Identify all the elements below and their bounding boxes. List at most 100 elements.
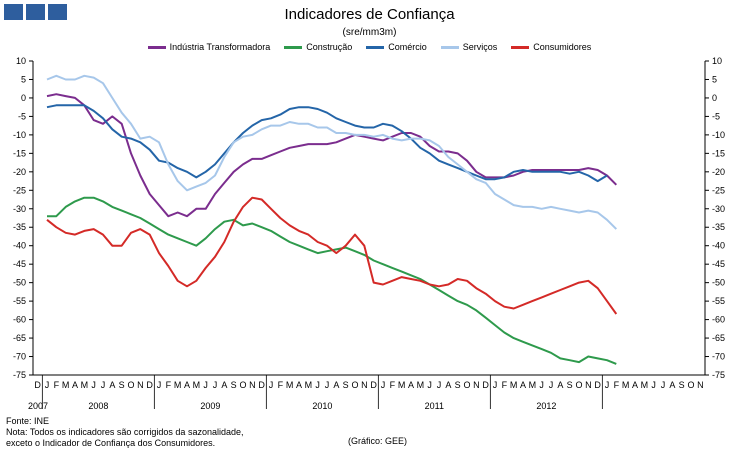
y-tick-label: -35 (13, 222, 26, 232)
year-label: 2010 (312, 401, 332, 411)
y-tick-label: -35 (712, 222, 725, 232)
y-tick-label: -5 (18, 111, 26, 121)
x-tick-label: A (520, 380, 526, 390)
x-tick-label: M (286, 380, 294, 390)
x-tick-label: N (249, 380, 256, 390)
x-tick-label: J (539, 380, 544, 390)
x-tick-label: S (567, 380, 573, 390)
y-tick-label: -60 (13, 315, 26, 325)
x-tick-label: M (622, 380, 630, 390)
x-tick-label: M (510, 380, 518, 390)
x-tick-label: J (437, 380, 442, 390)
y-tick-label: -20 (13, 167, 26, 177)
x-tick-label: J (91, 380, 96, 390)
x-tick-label: O (351, 380, 358, 390)
x-tick-label: J (325, 380, 330, 390)
x-tick-label: M (62, 380, 70, 390)
legend-label: Consumidores (533, 42, 592, 52)
x-tick-label: A (632, 380, 638, 390)
x-tick-label: D (146, 380, 153, 390)
x-tick-label: J (157, 380, 162, 390)
y-tick-label: -60 (712, 315, 725, 325)
y-tick-label: -20 (712, 167, 725, 177)
x-tick-label: D (258, 380, 265, 390)
legend-label: Construção (306, 42, 353, 52)
y-tick-label: -10 (13, 130, 26, 140)
year-label: 2007 (28, 401, 48, 411)
y-tick-label: -10 (712, 130, 725, 140)
x-tick-label: M (305, 380, 313, 390)
x-tick-label: M (529, 380, 537, 390)
y-tick-label: -65 (712, 333, 725, 343)
legend-item: Indústria Transformadora (147, 42, 271, 52)
y-tick-label: -75 (712, 370, 725, 380)
x-tick-label: A (109, 380, 115, 390)
legend-label: Serviços (462, 42, 498, 52)
chart-credit: (Gráfico: GEE) (348, 436, 408, 446)
x-tick-label: O (239, 380, 246, 390)
x-tick-label: A (72, 380, 78, 390)
x-tick-label: F (502, 380, 508, 390)
y-tick-label: -30 (712, 204, 725, 214)
x-tick-label: N (137, 380, 144, 390)
x-tick-label: A (557, 380, 563, 390)
y-tick-label: -15 (13, 148, 26, 158)
y-tick-label: 0 (712, 93, 717, 103)
x-tick-label: O (127, 380, 134, 390)
x-tick-label: A (333, 380, 339, 390)
x-tick-label: F (166, 380, 172, 390)
year-label: 2011 (425, 401, 444, 411)
x-tick-label: N (473, 380, 480, 390)
x-tick-label: M (193, 380, 201, 390)
y-tick-label: -5 (712, 111, 720, 121)
y-tick-label: 10 (712, 56, 722, 66)
x-tick-label: S (119, 380, 125, 390)
y-tick-label: -40 (13, 241, 26, 251)
x-tick-label: A (408, 380, 414, 390)
x-tick-label: A (221, 380, 227, 390)
y-tick-label: -40 (712, 241, 725, 251)
x-tick-label: F (54, 380, 60, 390)
footer-note-line1: Nota: Todos os indicadores são corrigido… (6, 427, 244, 437)
chart-title: Indicadores de Confiança (284, 6, 455, 23)
x-tick-label: M (398, 380, 406, 390)
logo (4, 4, 67, 20)
logo-block (4, 4, 23, 20)
series-line (46, 93, 618, 218)
x-tick-label: N (585, 380, 592, 390)
y-tick-label: -55 (13, 296, 26, 306)
x-tick-label: J (315, 380, 320, 390)
y-tick-label: -25 (13, 185, 26, 195)
x-tick-label: S (455, 380, 461, 390)
legend-swatch (284, 45, 303, 49)
legend-label: Indústria Transformadora (169, 42, 271, 52)
x-tick-label: J (269, 380, 274, 390)
x-tick-label: N (697, 380, 704, 390)
x-tick-label: A (184, 380, 190, 390)
y-tick-label: -50 (712, 278, 725, 288)
y-tick-label: 5 (712, 74, 717, 84)
x-tick-label: J (101, 380, 106, 390)
x-tick-label: J (493, 380, 498, 390)
x-tick-label: A (296, 380, 302, 390)
logo-block (26, 4, 45, 20)
x-tick-label: M (417, 380, 425, 390)
y-tick-label: -75 (13, 370, 26, 380)
x-tick-label: J (381, 380, 386, 390)
x-tick-label: A (445, 380, 451, 390)
x-tick-label: J (661, 380, 666, 390)
y-tick-label: -25 (712, 185, 725, 195)
y-tick-label: 0 (21, 93, 26, 103)
y-tick-label: -50 (13, 278, 26, 288)
x-tick-label: O (687, 380, 694, 390)
x-tick-label: D (34, 380, 41, 390)
legend-swatch (511, 45, 530, 49)
x-tick-label: O (463, 380, 470, 390)
y-tick-label: 5 (21, 74, 26, 84)
y-tick-label: -65 (13, 333, 26, 343)
legend-item: Construção (284, 42, 352, 52)
legend-label: Comércio (388, 42, 427, 52)
x-tick-label: D (482, 380, 489, 390)
legend-swatch (147, 45, 166, 49)
